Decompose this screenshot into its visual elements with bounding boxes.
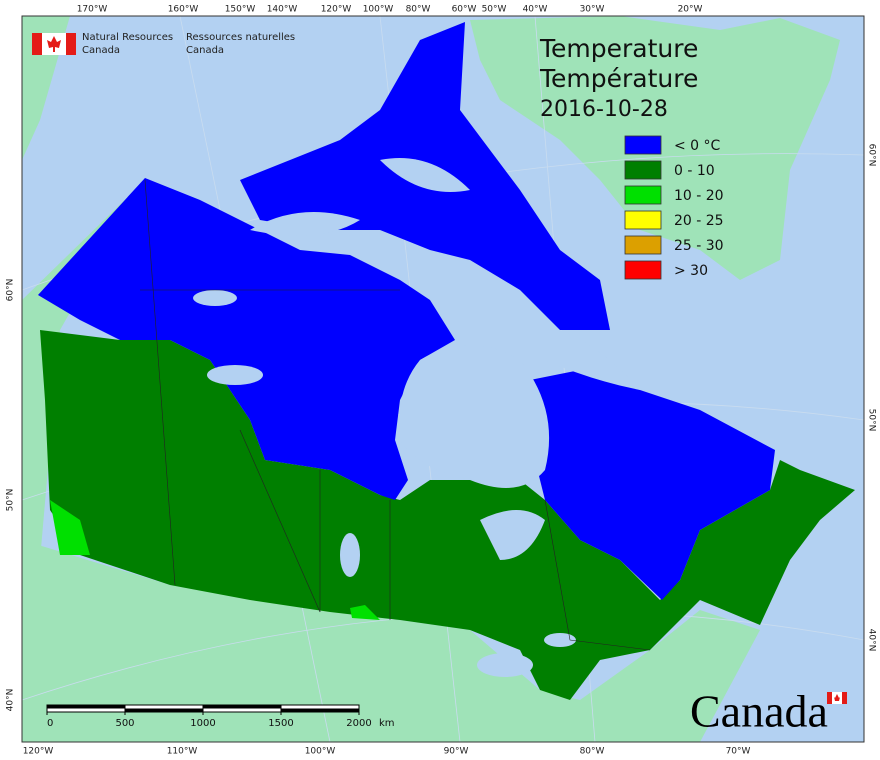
legend-label: < 0 °C — [674, 138, 721, 154]
graticule-label: 50°N — [6, 489, 16, 512]
great-lakes — [544, 633, 576, 647]
legend-swatch — [624, 185, 662, 205]
canada-wordmark: Canada — [690, 686, 847, 737]
scale-segment — [203, 705, 281, 709]
james-bay — [480, 510, 545, 560]
legend-label: 25 - 30 — [674, 238, 724, 254]
great-bear-lake — [193, 290, 237, 306]
graticule-label: 120°W — [321, 5, 352, 15]
graticule-label: 40°N — [867, 629, 877, 652]
legend-swatch — [624, 235, 662, 255]
legend-label: 20 - 25 — [674, 213, 724, 229]
zone-below-0 — [38, 178, 455, 500]
graticule-label: 60°N — [6, 279, 16, 302]
graticule-label: 120°W — [23, 747, 54, 757]
flag-bar — [842, 692, 847, 704]
agency-en: Canada — [82, 45, 120, 56]
legend-label: 0 - 10 — [674, 163, 715, 179]
scale-segment — [47, 705, 125, 709]
graticule-label: 100°W — [363, 5, 394, 15]
graticule-label: 40°N — [6, 689, 16, 712]
great-slave-lake — [207, 365, 263, 385]
legend-swatch — [624, 210, 662, 230]
flag-bar — [32, 33, 42, 55]
hudson-strait — [545, 330, 640, 390]
scale-label: 500 — [115, 718, 134, 729]
agency-en: Natural Resources — [82, 32, 173, 43]
scale-bar: 0 500 1000 1500 2000 km — [46, 704, 395, 729]
nrcan-flag — [32, 33, 76, 55]
graticule-label: 110°W — [167, 747, 198, 757]
zone-10-20 — [50, 500, 90, 555]
flag-bar — [66, 33, 76, 55]
agency-fr: Canada — [186, 45, 224, 56]
graticule-label: 60°N — [867, 144, 877, 167]
graticule-label: 90°W — [444, 747, 469, 757]
legend-label: > 30 — [674, 263, 708, 279]
arctic-channel — [380, 158, 470, 192]
frame — [21, 15, 865, 743]
lake-winnipeg — [340, 533, 360, 577]
scale-segment — [281, 708, 359, 712]
scale-label: 2000 — [346, 718, 371, 729]
graticule-label: 70°W — [726, 747, 751, 757]
legend-swatch — [624, 135, 662, 155]
graticule-label: 50°N — [867, 409, 877, 432]
graticule-label: 150°W — [225, 5, 256, 15]
scale-unit: km — [379, 718, 395, 729]
graticule-label: 50°W — [482, 5, 507, 15]
scale-label: 0 — [47, 718, 53, 729]
legend-swatch — [624, 260, 662, 280]
legend-swatch — [624, 160, 662, 180]
great-lakes — [477, 653, 533, 677]
graticule-label: 80°W — [406, 5, 431, 15]
graticule-label: 80°W — [580, 747, 605, 757]
maple-leaf — [47, 36, 61, 52]
title: Temperature — [539, 34, 698, 63]
graticule-label: 30°W — [580, 5, 605, 15]
scale-label: 1500 — [268, 718, 293, 729]
agency-fr: Ressources naturelles — [186, 32, 295, 43]
wordmark: Canada — [690, 686, 828, 737]
alaska-panhandle — [22, 180, 145, 560]
zone-0-10 — [40, 330, 855, 700]
graticule-label: 140°W — [267, 5, 298, 15]
graticule-label: 20°W — [678, 5, 703, 15]
border — [144, 179, 176, 586]
maple-leaf — [834, 694, 840, 701]
graticule-label: 100°W — [305, 747, 336, 757]
legend-label: 10 - 20 — [674, 188, 724, 204]
graticule-label: 60°W — [452, 5, 477, 15]
flag-bar — [827, 692, 832, 704]
date: 2016-10-28 — [540, 97, 668, 122]
hudson-bay — [399, 345, 550, 488]
arctic-channel — [250, 212, 360, 236]
graticule-label: 170°W — [77, 5, 108, 15]
scale-label: 1000 — [190, 718, 215, 729]
border — [544, 499, 651, 651]
usa — [22, 540, 760, 742]
graticule-label: 160°W — [168, 5, 199, 15]
scale-segment — [125, 708, 203, 712]
zone-below-0-quebec — [530, 370, 775, 600]
graticule-label: 40°W — [523, 5, 548, 15]
borders — [140, 179, 651, 651]
border — [239, 429, 321, 613]
title: Température — [539, 64, 698, 93]
zone-10-20 — [350, 605, 380, 620]
